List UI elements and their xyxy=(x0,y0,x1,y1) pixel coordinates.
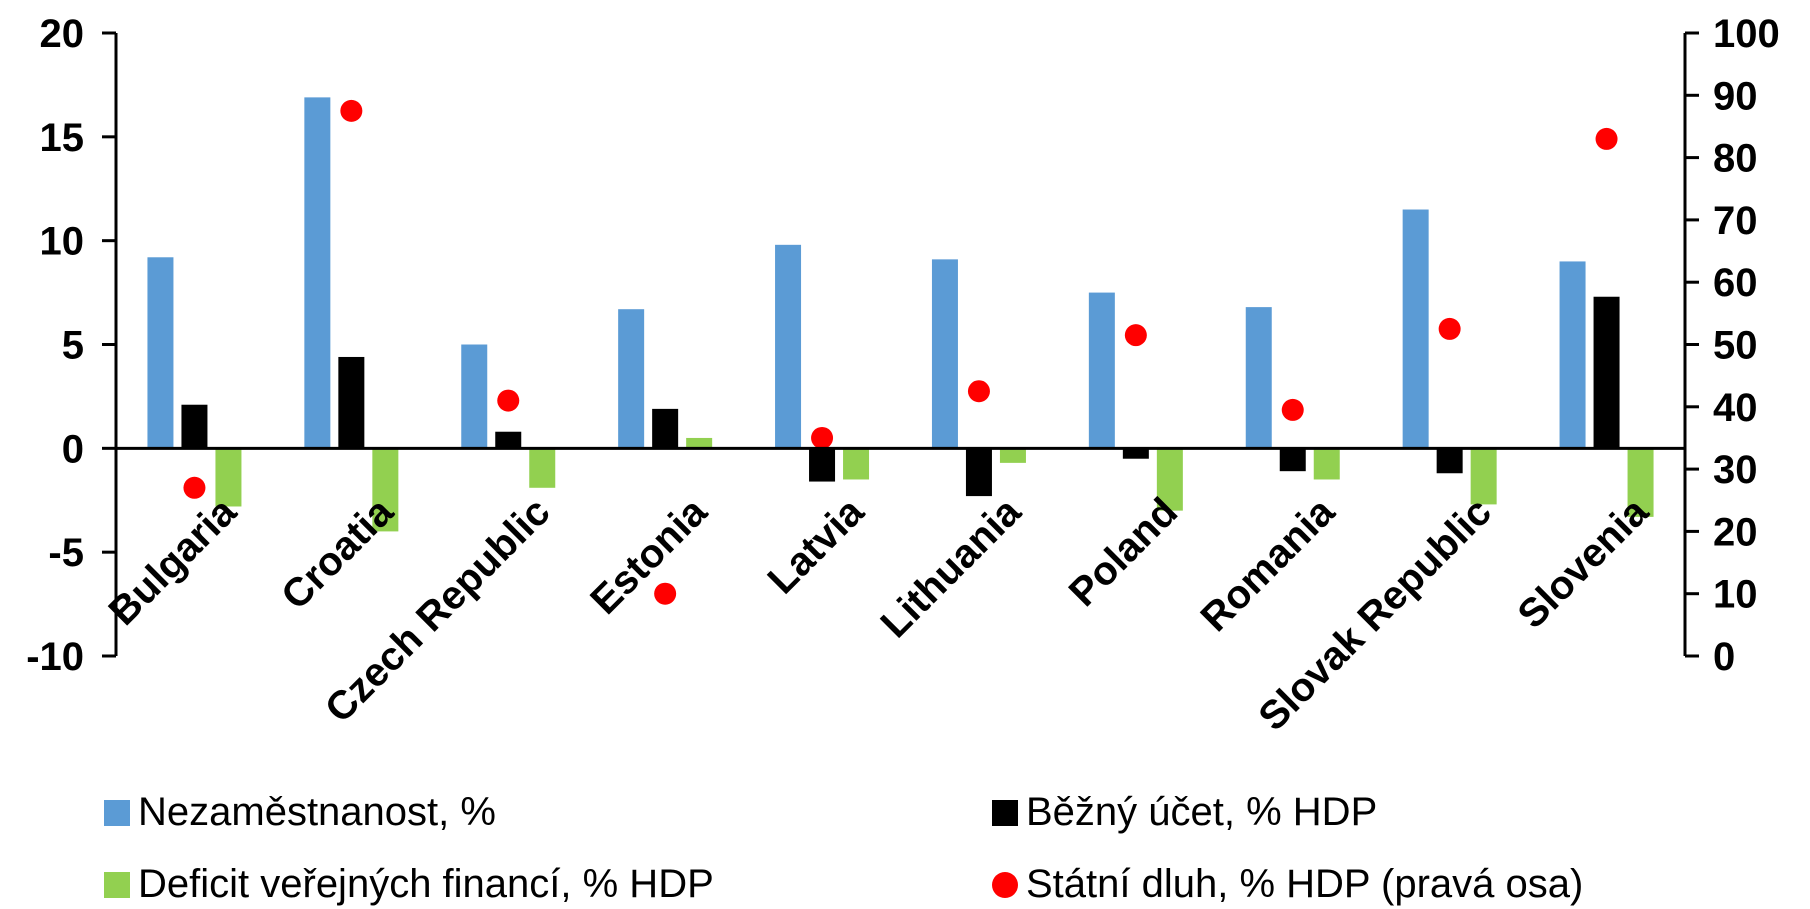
bar-lithuania-s0 xyxy=(931,259,958,449)
bar-latvia-s0 xyxy=(775,244,802,449)
bar-estonia-s1 xyxy=(652,408,679,449)
bar-estonia-s2 xyxy=(686,437,713,449)
bar-slovak-republic-s1 xyxy=(1436,448,1463,474)
bar-romania-s0 xyxy=(1245,307,1272,449)
points-group xyxy=(183,99,1618,605)
category-label-romania: Romania xyxy=(1193,489,1344,640)
bar-estonia-s0 xyxy=(618,309,645,449)
right-tick-label: 60 xyxy=(1713,261,1758,305)
right-tick-label: 40 xyxy=(1713,386,1758,430)
bar-latvia-s1 xyxy=(809,448,836,482)
point-debt-slovak-republic xyxy=(1438,317,1461,340)
right-tick-label: 20 xyxy=(1713,510,1758,554)
point-debt-estonia xyxy=(654,582,677,605)
category-label-estonia: Estonia xyxy=(582,489,716,623)
left-tick-label: 20 xyxy=(40,12,85,56)
bar-poland-s1 xyxy=(1122,448,1149,459)
left-tick-label: 5 xyxy=(62,324,84,368)
bar-slovak-republic-s0 xyxy=(1402,209,1429,449)
right-tick-label: 100 xyxy=(1713,12,1780,56)
bar-poland-s2 xyxy=(1156,448,1183,511)
right-tick-label: 50 xyxy=(1713,324,1758,368)
bar-latvia-s2 xyxy=(843,448,870,480)
point-debt-slovenia xyxy=(1595,127,1618,150)
point-debt-latvia xyxy=(811,426,834,449)
left-tick-label: -5 xyxy=(48,531,84,575)
bar-croatia-s2 xyxy=(372,448,399,532)
category-label-latvia: Latvia xyxy=(760,489,873,602)
category-label-croatia: Croatia xyxy=(273,489,402,618)
category-label-bulgaria: Bulgaria xyxy=(101,489,246,634)
bar-czech-republic-s2 xyxy=(529,448,556,488)
bar-lithuania-s1 xyxy=(965,448,992,497)
bar-slovenia-s1 xyxy=(1593,296,1620,449)
category-label-slovenia: Slovenia xyxy=(1509,489,1657,637)
bar-croatia-s0 xyxy=(304,97,331,449)
point-debt-croatia xyxy=(340,99,363,122)
left-tick-label: 15 xyxy=(40,116,85,160)
right-tick-label: 70 xyxy=(1713,199,1758,243)
left-tick-label: 0 xyxy=(62,427,84,471)
bar-poland-s0 xyxy=(1088,292,1115,449)
bar-bulgaria-s0 xyxy=(147,257,174,449)
bar-bulgaria-s1 xyxy=(181,404,208,449)
bar-slovenia-s2 xyxy=(1627,448,1654,517)
bar-croatia-s1 xyxy=(338,356,365,449)
category-label-lithuania: Lithuania xyxy=(872,489,1029,646)
point-debt-bulgaria xyxy=(183,476,206,499)
bar-czech-republic-s0 xyxy=(461,344,488,449)
right-tick-label: 80 xyxy=(1713,137,1758,181)
bar-slovak-republic-s2 xyxy=(1470,448,1497,505)
category-label-poland: Poland xyxy=(1061,490,1186,615)
bar-romania-s1 xyxy=(1279,448,1306,472)
right-tick-label: 30 xyxy=(1713,448,1758,492)
point-debt-poland xyxy=(1124,324,1147,347)
point-debt-czech-republic xyxy=(497,389,520,412)
right-tick-label: 10 xyxy=(1713,573,1758,617)
right-tick-label: 0 xyxy=(1713,635,1735,679)
right-tick-label: 90 xyxy=(1713,74,1758,118)
point-debt-lithuania xyxy=(967,380,990,403)
point-debt-romania xyxy=(1281,398,1304,421)
bars-group xyxy=(147,97,1654,532)
left-tick-label: 10 xyxy=(40,220,85,264)
bar-lithuania-s2 xyxy=(999,448,1026,463)
bar-romania-s2 xyxy=(1313,448,1340,480)
left-tick-label: -10 xyxy=(26,635,84,679)
bar-slovenia-s0 xyxy=(1559,261,1586,449)
bar-czech-republic-s1 xyxy=(495,431,522,449)
bar-bulgaria-s2 xyxy=(215,448,242,507)
